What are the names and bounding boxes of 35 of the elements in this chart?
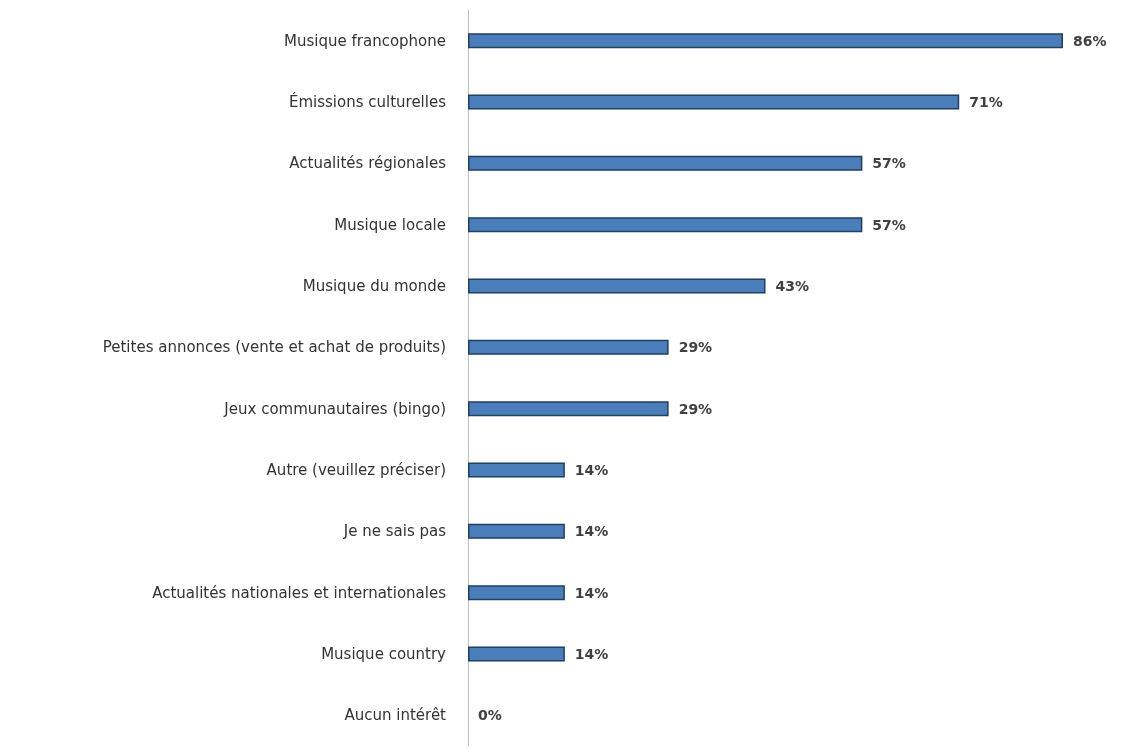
data-label: 86% <box>1073 32 1107 49</box>
y-tick-label: Je ne sais pas <box>342 522 447 541</box>
data-label: 14% <box>574 584 609 601</box>
data-label: 57% <box>872 216 906 233</box>
y-tick-label: Jeux communautaires (bingo) <box>223 399 446 418</box>
data-label: 71% <box>969 94 1003 110</box>
y-tick-label: Musique country <box>321 645 447 663</box>
y-tick-label: Autre (veuillez préciser) <box>266 461 446 479</box>
data-label: 0% <box>478 707 502 724</box>
data-label: 29% <box>678 400 713 417</box>
bar <box>468 523 565 539</box>
data-label: 14% <box>574 646 609 662</box>
y-tick-label: Actualités régionales <box>289 154 447 173</box>
data-label: 57% <box>872 155 906 172</box>
bar <box>468 94 960 110</box>
y-tick-label: Musique francophone <box>284 31 446 50</box>
data-label: 14% <box>574 462 609 478</box>
y-tick-label: Émissions culturelles <box>288 92 447 111</box>
bar <box>468 217 863 233</box>
data-label: 14% <box>574 523 609 540</box>
bar <box>468 278 766 294</box>
y-tick-label: Musique du monde <box>302 277 446 295</box>
bar <box>468 646 565 662</box>
data-label: 43% <box>775 278 810 294</box>
bar <box>468 33 1063 49</box>
y-tick-label: Actualités nationales et internationales <box>152 583 447 602</box>
y-tick-label: Musique locale <box>334 215 446 234</box>
bar <box>468 155 863 171</box>
bar <box>468 585 565 601</box>
bar <box>468 401 669 417</box>
y-tick-label: Aucun intérêt <box>344 706 447 725</box>
bar <box>468 339 669 355</box>
y-tick-label: Petites annonces (vente et achat de produits) <box>102 338 446 357</box>
data-label: 29% <box>678 339 713 356</box>
bar <box>468 462 565 478</box>
